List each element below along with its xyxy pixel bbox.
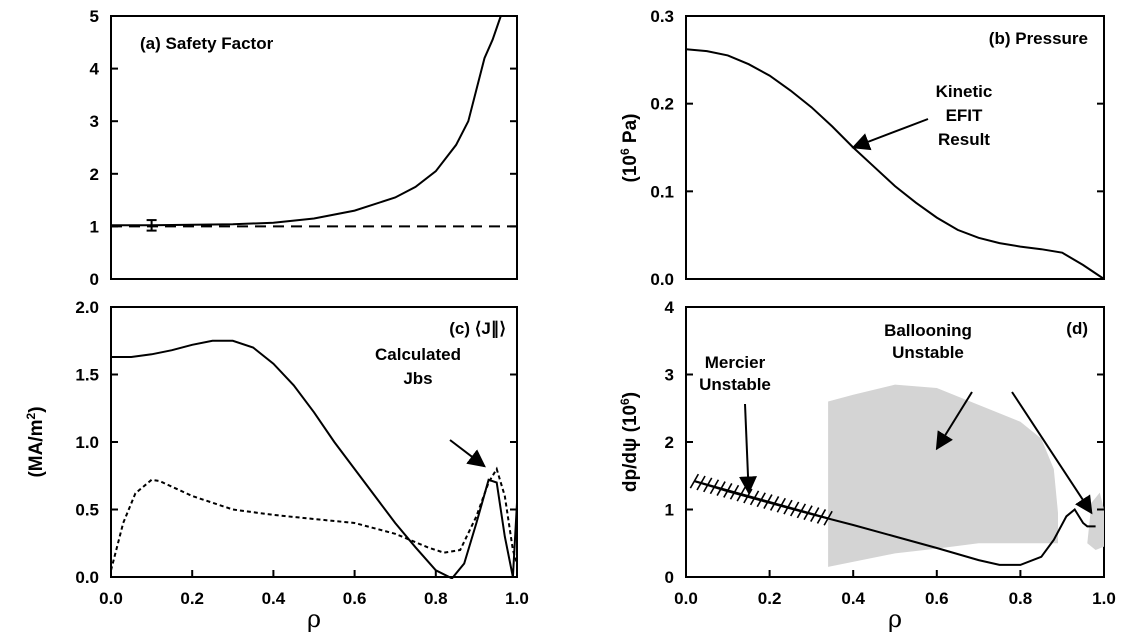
panel-d-hatch-mark: [810, 507, 820, 522]
annotation-text: Jbs: [403, 369, 432, 388]
panel-d-hatch-mark: [769, 496, 780, 511]
panel-d-title: (d): [1066, 319, 1088, 338]
panel-c-ytick-label: 1.0: [75, 433, 99, 452]
panel-c-xtick-label: 0.0: [99, 589, 123, 608]
annotation-text: Ballooning: [884, 321, 972, 340]
panel-b-ytick-label: 0.3: [650, 7, 674, 26]
annotation-text: Unstable: [892, 343, 964, 362]
panel-d-hatch-mark: [803, 505, 813, 521]
annotation-text: EFIT: [946, 106, 983, 125]
panel-c-ytick-label: 0.5: [75, 501, 99, 520]
panel-d-xtick-label: 0.8: [1009, 589, 1033, 608]
panel-c-ytick-label: 1.5: [75, 366, 99, 385]
panel-d-hatch-mark: [756, 492, 766, 508]
panel-a-ytick-label: 0: [90, 270, 99, 289]
panel-a-safety-factor: (a) Safety Factor 0 1 2 3 4 5: [90, 7, 518, 289]
panel-d-hatch-mark: [796, 503, 807, 519]
panel-b-solid-curve: [686, 48, 1104, 280]
panel-c-ytick-label: 0.0: [75, 568, 99, 587]
panel-d-hatch-mark: [716, 481, 726, 496]
panel-d-ylabel: dp/dψ (106): [618, 392, 641, 492]
annotation-arrow: [739, 403, 758, 495]
panel-b-ytick-label: 0.0: [650, 270, 674, 289]
annotation-text: Result: [938, 130, 990, 149]
panel-c-current-density: (c) ⟨J∥⟩ (MA/m2) ρ 0.0 0.5 1.0 1.5 2.0 0.0 0.…: [24, 298, 529, 632]
panel-b-pressure: (b) Pressure (106 Pa) 0.0 0.1 0.2 0.3 Kinet…: [618, 7, 1105, 289]
panel-c-xtick-label: 0.2: [180, 589, 204, 608]
panel-d-hatch-mark: [709, 479, 720, 495]
panel-d-xlabel: ρ: [888, 605, 902, 632]
panel-d-ytick-label: 1: [665, 501, 674, 520]
panel-d-ytick-label: 3: [665, 366, 674, 385]
panel-d-xtick-label: 0.2: [758, 589, 782, 608]
panel-d-hatch-mark: [689, 473, 700, 489]
annotation-text: Mercier: [705, 353, 766, 372]
panel-d-hatch-mark: [749, 490, 760, 506]
panel-d-hatch-mark: [816, 509, 827, 524]
panel-c-xlabel: ρ: [307, 605, 321, 632]
panel-b-ylabel: (106 Pa): [618, 113, 641, 182]
panel-d-ytick-label: 0: [665, 568, 674, 587]
panel-a-ytick-label: 5: [90, 7, 99, 26]
panel-a-ytick-label: 4: [90, 60, 100, 79]
annotation-arrow: [935, 391, 973, 451]
panel-d-xtick-label: 0.4: [841, 589, 865, 608]
panel-d-hatch-mark: [703, 477, 713, 493]
panel-d-xtick-label: 0.6: [925, 589, 949, 608]
panel-c-title: (c) ⟨J∥⟩: [449, 319, 506, 338]
panel-d-unstable-region: [1087, 492, 1104, 550]
panel-c-solid-curve: [111, 339, 517, 579]
panel-c-dotted-curve: [111, 466, 517, 571]
panel-d-ytick-label: 2: [665, 433, 674, 452]
panel-d-hatch-mark: [763, 494, 773, 509]
panel-d-unstable-region: [828, 384, 1058, 567]
annotation-arrow: [449, 439, 486, 468]
annotation-text: Kinetic: [936, 82, 993, 101]
panel-d-xtick-label: 0.0: [674, 589, 698, 608]
panel-a-ytick-label: 3: [90, 112, 99, 131]
panel-a-solid-curve: [111, 15, 502, 227]
panel-d-hatch-mark: [729, 484, 740, 500]
panel-a-title: (a) Safety Factor: [140, 34, 274, 53]
panel-a-ytick-label: 2: [90, 165, 99, 184]
panel-c-ytick-label: 2.0: [75, 298, 99, 317]
panel-c-xtick-label: 0.8: [424, 589, 448, 608]
annotation-text: Calculated: [375, 345, 461, 364]
panel-a-frame: [110, 15, 518, 280]
annotation-arrow: [851, 118, 929, 151]
panel-d-xtick-label: 1.0: [1092, 589, 1116, 608]
panel-d-hatch-mark: [823, 510, 833, 526]
panel-c-xtick-label: 1.0: [505, 589, 529, 608]
panel-d-hatch-mark: [696, 475, 706, 491]
panel-c-ylabel: (MA/m2): [24, 406, 47, 477]
panel-b-ytick-label: 0.1: [650, 182, 674, 201]
annotation-text: Unstable: [699, 375, 771, 394]
panel-c-xtick-label: 0.6: [343, 589, 367, 608]
panel-b-title: (b) Pressure: [989, 29, 1088, 48]
panel-d-hatch-mark: [723, 483, 733, 498]
annotation-arrow-right: [1011, 391, 1093, 515]
panel-d-ytick-label: 4: [665, 298, 675, 317]
panel-d-hatch-mark: [776, 497, 786, 513]
panel-d-hatch-mark: [783, 499, 793, 515]
panel-c-xtick-label: 0.4: [262, 589, 286, 608]
panel-a-ytick-label: 1: [90, 217, 99, 236]
panel-b-frame: [685, 15, 1105, 280]
panel-d-stability: (d) dp/dψ (106) ρ 0 1 2 3 4 0.0 0.2 0.4 0.6 0.8 1…: [618, 298, 1116, 632]
panel-b-ytick-label: 0.2: [650, 95, 674, 114]
panel-d-hatch-mark: [789, 501, 800, 517]
panel-a-error-bar: [146, 219, 157, 232]
